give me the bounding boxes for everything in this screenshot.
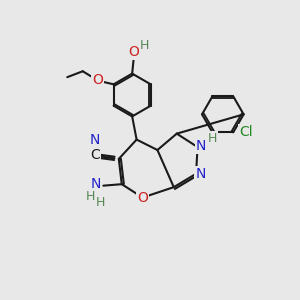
Text: H: H bbox=[96, 196, 105, 208]
Text: H: H bbox=[208, 132, 217, 145]
Text: O: O bbox=[137, 190, 148, 205]
Text: H: H bbox=[86, 190, 95, 202]
Text: N: N bbox=[90, 133, 100, 147]
Text: N: N bbox=[196, 139, 206, 152]
Text: C: C bbox=[90, 148, 100, 162]
Text: N: N bbox=[91, 177, 101, 191]
Text: O: O bbox=[128, 45, 139, 59]
Text: N: N bbox=[195, 167, 206, 181]
Text: Cl: Cl bbox=[239, 125, 253, 140]
Text: H: H bbox=[140, 39, 149, 52]
Text: O: O bbox=[92, 73, 103, 87]
